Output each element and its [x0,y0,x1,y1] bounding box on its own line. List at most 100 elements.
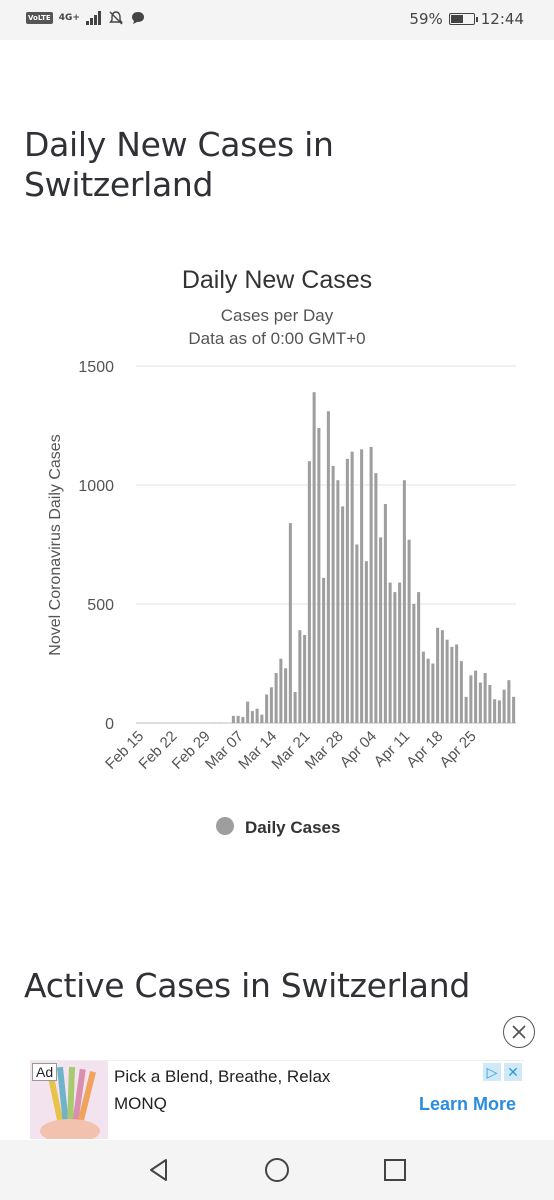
back-triangle-icon[interactable] [146,1157,172,1183]
bar [464,696,468,723]
bar [502,689,506,723]
legend-label: Daily Cases [245,818,340,837]
bar [293,692,297,723]
chart-title: Daily New Cases [182,266,372,294]
bar [493,699,497,723]
learn-more-button[interactable]: Learn More [418,1094,516,1114]
ad-image[interactable]: Ad [30,1061,108,1139]
volte-icon: VoLTE [26,12,53,24]
bar [255,708,259,723]
daily-new-cases-chart: Daily New Cases Cases per Day Data as of… [47,266,516,837]
status-left: VoLTE 4G+ [26,10,146,26]
bar [326,411,330,723]
bar [274,673,278,723]
grid-layer [136,365,516,724]
close-ad-button[interactable] [503,1016,535,1048]
home-circle-icon[interactable] [264,1157,290,1183]
bar [260,714,264,723]
bar [331,465,335,723]
bar [265,694,269,723]
bar [436,627,440,723]
bar [474,670,478,723]
bar [236,715,240,723]
bar [398,582,402,723]
bar [388,582,392,723]
bar [350,451,354,723]
x-tick-label: Apr 04 [337,728,380,771]
bar [421,651,425,723]
y-tick-labels: 0 500 1000 1500 [78,359,114,733]
y-tick-label: 500 [87,597,114,614]
chart-subtitle-date: Data as of 0:00 GMT+0 [188,329,365,348]
bar [459,661,463,723]
bar [374,473,378,723]
bar [279,658,283,723]
ad-close-icon[interactable]: ✕ [504,1063,522,1081]
bar [426,658,430,723]
section-title-text: Daily New Cases in Switzerland [24,125,334,204]
ad-banner[interactable]: Ad Pick a Blend, Breathe, Relax MONQ Lea… [30,1060,524,1139]
ad-choices[interactable]: ▷ ✕ [483,1063,522,1081]
bar-layer [212,392,516,723]
bar [250,711,254,723]
bar [303,634,307,723]
status-right: 59% 12:44 [409,10,524,28]
ad-brand[interactable]: MONQ [114,1094,167,1113]
battery-icon [448,13,478,25]
section-title-daily-new-cases: Daily New Cases in Switzerland [24,125,524,205]
bar [312,392,316,723]
bar [364,561,368,723]
bar [383,504,387,723]
bar [478,682,482,723]
bar [360,449,364,723]
bar [288,523,292,723]
notifications-off-icon [109,11,123,25]
bar [431,663,435,723]
ad-tag: Ad [32,1063,58,1081]
bar [507,680,511,723]
navigation-bar [0,1140,554,1200]
legend[interactable]: Daily Cases [216,817,340,837]
bar [317,427,321,723]
x-tick-label: Apr 18 [403,728,446,771]
close-icon [512,1025,526,1039]
network-type: 4G+ [58,12,80,23]
bar [369,446,373,723]
bar [269,687,273,723]
bar [241,717,245,723]
bar [322,577,326,723]
chart-subtitle: Cases per Day [221,306,334,325]
bar [417,592,421,723]
bar [336,480,340,723]
ad-headline[interactable]: Pick a Blend, Breathe, Relax [114,1067,331,1086]
bar [483,673,487,723]
bar [450,646,454,723]
chat-icon [131,12,144,24]
bar [512,696,516,723]
section-title-active-cases: Active Cases in Switzerland [24,966,470,1005]
bar [407,539,411,723]
bar [246,701,250,723]
ad-choices-icon[interactable]: ▷ [483,1063,501,1081]
y-tick-label: 1500 [78,359,114,376]
bar [298,630,302,723]
battery-percent: 59% [409,10,443,28]
bar [393,592,397,723]
bar [455,644,459,723]
recents-square-icon[interactable] [382,1157,408,1183]
bar [307,461,311,723]
bar [412,604,416,723]
bar [440,630,444,723]
clock: 12:44 [480,10,524,28]
status-bar: VoLTE 4G+ 59% 12:44 [0,0,554,40]
bar [402,480,406,723]
y-tick-label: 1000 [78,478,114,495]
bar [345,458,349,723]
signal-icon [85,11,101,25]
bar [445,639,449,723]
bar [379,537,383,723]
bar [231,715,235,723]
bar [284,668,288,723]
x-tick-label: Apr 25 [436,728,479,771]
